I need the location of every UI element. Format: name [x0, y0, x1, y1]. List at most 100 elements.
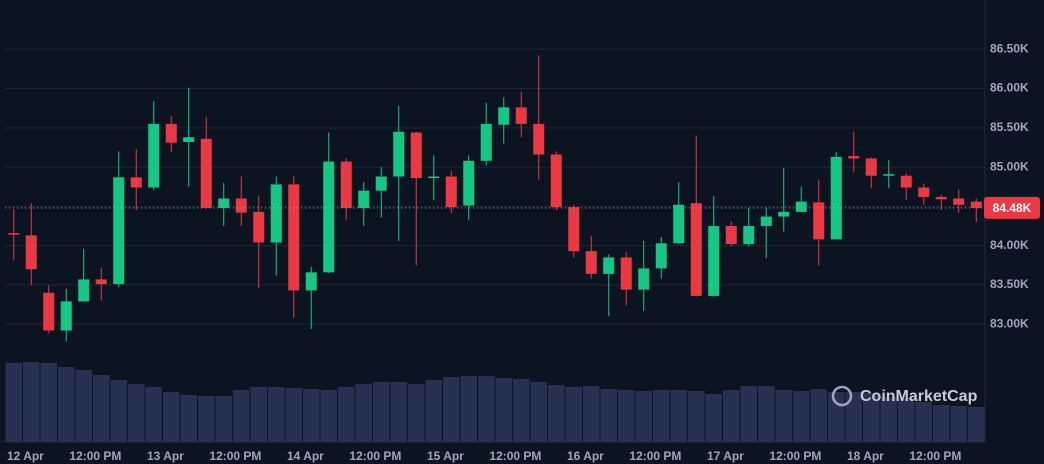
candle-body: [235, 198, 247, 213]
candle-body: [358, 190, 370, 208]
x-tick-label: 12:00 PM: [629, 449, 681, 463]
volume-bar: [285, 388, 302, 442]
volume-bar: [933, 405, 950, 442]
volume-bar: [495, 378, 512, 442]
y-tick-label: 85.50K: [990, 120, 1029, 134]
x-tick-label: 12:00 PM: [69, 449, 121, 463]
x-tick-label: 13 Apr: [147, 449, 184, 463]
volume-bar: [478, 376, 495, 442]
volume-bar: [670, 390, 687, 442]
candle-body: [620, 257, 632, 290]
volume-bar: [810, 389, 827, 442]
last-price-box: [984, 196, 1040, 219]
candle-body: [78, 279, 90, 302]
volume-bar: [793, 391, 810, 442]
volume-bar: [688, 391, 705, 442]
candle-body: [200, 138, 212, 208]
candle-body: [375, 176, 387, 191]
candle-body: [533, 123, 545, 155]
volume-bar: [530, 382, 547, 442]
x-tick-label: 14 Apr: [287, 449, 324, 463]
x-tick-label: 12:00 PM: [349, 449, 401, 463]
volume-bar: [740, 386, 757, 442]
volume-bar: [775, 390, 792, 442]
candle-body: [463, 160, 475, 206]
candle-body: [515, 107, 527, 124]
candle-body: [165, 123, 177, 143]
candle-body: [638, 268, 650, 290]
candle-body: [725, 226, 737, 245]
volume-bar: [758, 386, 775, 442]
candle-body: [550, 154, 562, 208]
candle-body: [270, 184, 282, 243]
volume-bar: [915, 402, 932, 442]
y-tick-label: 85.00K: [990, 159, 1029, 173]
volume-bar: [180, 395, 197, 442]
candle-body: [760, 216, 772, 226]
candle-body: [900, 175, 912, 188]
x-tick-label: 12:00 PM: [909, 449, 961, 463]
candle-body: [323, 161, 335, 273]
volume-bar: [828, 392, 845, 442]
x-tick-label: 15 Apr: [427, 449, 464, 463]
candle-body: [340, 161, 352, 208]
y-tick-label: 86.50K: [990, 41, 1029, 55]
last-price-label: 84.48K: [993, 201, 1032, 215]
volume-bar: [93, 375, 110, 442]
y-tick-label: 86.00K: [990, 81, 1029, 95]
watermark-text: CoinMarketCap: [860, 388, 978, 405]
volume-bar: [5, 363, 22, 442]
candle-body: [428, 176, 440, 179]
candle-body: [410, 132, 422, 179]
volume-bar: [163, 392, 180, 442]
candle-body: [183, 137, 195, 142]
candle-body: [8, 233, 20, 235]
candle-body: [393, 131, 405, 177]
watermark-logo: [831, 385, 853, 407]
candle-body: [813, 202, 825, 240]
candle-body: [935, 196, 947, 200]
candle-body: [743, 226, 755, 245]
volume-bar: [565, 387, 582, 442]
candle-body: [673, 204, 685, 244]
volume-bar: [408, 384, 425, 442]
volume-bar: [75, 370, 92, 442]
candle-body: [498, 107, 510, 125]
candle-body: [43, 292, 55, 331]
volume-bar: [128, 384, 145, 442]
volume-bar: [390, 382, 407, 442]
x-tick-label: 16 Apr: [567, 449, 604, 463]
candle-body: [568, 207, 580, 252]
volume-bar: [233, 390, 250, 442]
candle-body: [865, 158, 877, 176]
volume-bar: [950, 406, 967, 442]
candle-body: [655, 243, 667, 269]
volume-bar: [443, 377, 460, 442]
volume-bar: [40, 363, 57, 442]
candle-body: [953, 198, 965, 205]
candle-body: [60, 301, 72, 331]
volume-bar: [583, 386, 600, 442]
candle-body: [480, 123, 492, 161]
volume-bar: [600, 389, 617, 442]
volume-bar: [198, 396, 215, 442]
x-tick-label: 12:00 PM: [769, 449, 821, 463]
volume-bar: [320, 390, 337, 442]
candle-body: [25, 235, 37, 270]
x-tick-label: 17 Apr: [707, 449, 744, 463]
volume-bar: [338, 387, 355, 442]
volume-bar: [373, 382, 390, 442]
volume-bar: [58, 367, 75, 442]
candle-body: [778, 211, 790, 217]
volume-bar: [618, 390, 635, 442]
volume-bar: [355, 384, 372, 442]
candle-body: [130, 177, 142, 188]
volume-bar: [513, 379, 530, 442]
volume-bar: [268, 387, 285, 442]
y-tick-label: 84.00K: [990, 238, 1029, 252]
x-tick-label: 12 Apr: [7, 449, 44, 463]
volume-bar: [968, 407, 985, 442]
y-tick-label: 83.50K: [990, 277, 1029, 291]
